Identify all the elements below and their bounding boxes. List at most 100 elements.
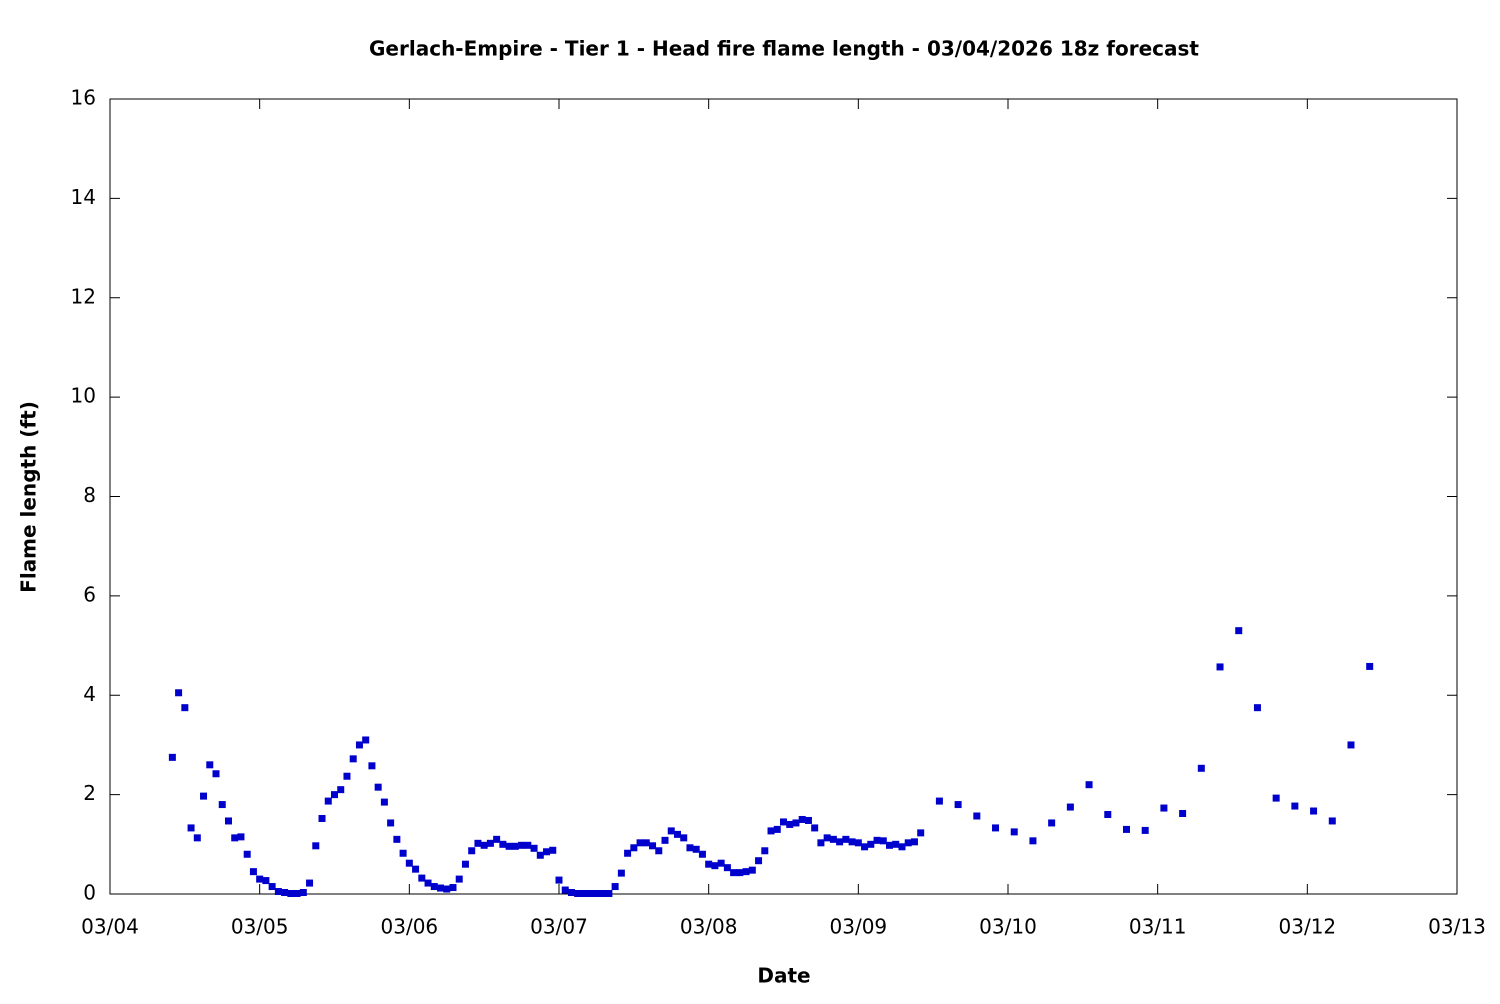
y-tick-label: 4: [83, 682, 96, 706]
point: [617, 869, 625, 877]
point: [873, 836, 881, 844]
point: [673, 830, 681, 838]
point: [848, 838, 856, 846]
point: [543, 848, 551, 856]
point: [281, 889, 289, 897]
point: [686, 844, 694, 852]
point: [892, 840, 900, 848]
point: [1328, 817, 1336, 825]
point: [193, 834, 201, 842]
point: [755, 857, 763, 865]
point: [723, 864, 731, 872]
point: [343, 772, 351, 780]
point: [935, 797, 943, 805]
point: [405, 859, 413, 867]
point: [480, 841, 488, 849]
y-tick-label: 10: [71, 384, 96, 408]
point: [804, 816, 812, 824]
point: [1179, 810, 1187, 818]
point: [387, 819, 395, 827]
point: [1235, 627, 1243, 635]
x-tick-label: 03/11: [1129, 915, 1187, 939]
point: [767, 827, 775, 835]
point: [567, 889, 575, 897]
point: [780, 818, 787, 826]
point: [449, 884, 457, 892]
point: [256, 875, 264, 883]
point: [430, 883, 438, 891]
point: [798, 815, 806, 823]
point: [393, 835, 401, 843]
point: [705, 860, 713, 868]
point: [455, 875, 463, 883]
x-tick-label: 03/09: [830, 915, 888, 939]
point: [842, 835, 850, 843]
point: [698, 850, 706, 858]
point: [243, 850, 251, 858]
y-tick-label: 12: [71, 284, 96, 308]
point: [331, 791, 338, 799]
point: [306, 879, 314, 887]
point: [605, 890, 613, 898]
point: [742, 868, 750, 876]
point: [468, 847, 476, 855]
y-tick-label: 16: [71, 86, 96, 110]
point: [586, 890, 594, 898]
point: [1216, 663, 1224, 671]
point: [380, 798, 388, 806]
point: [368, 762, 376, 770]
point: [437, 884, 445, 892]
point: [917, 829, 925, 837]
point: [692, 845, 700, 853]
point: [299, 889, 307, 897]
point: [1010, 828, 1018, 836]
point: [1197, 764, 1205, 772]
y-tick-label: 2: [83, 781, 96, 805]
point: [237, 833, 245, 841]
chart-title: Gerlach-Empire - Tier 1 - Head fire flam…: [369, 37, 1199, 61]
point: [861, 843, 869, 851]
point: [1366, 662, 1374, 670]
point: [443, 885, 451, 893]
point: [274, 888, 282, 896]
y-tick-label: 6: [83, 582, 96, 606]
point: [811, 824, 819, 832]
point: [175, 689, 183, 697]
point: [1253, 704, 1261, 712]
point: [318, 814, 326, 822]
point: [349, 755, 357, 763]
x-tick-label: 03/06: [381, 915, 439, 939]
point: [717, 859, 725, 867]
point: [680, 834, 688, 842]
point: [355, 741, 363, 749]
point: [599, 890, 607, 898]
point: [867, 840, 875, 848]
point: [786, 820, 794, 828]
point: [324, 797, 332, 805]
point: [836, 838, 844, 846]
point: [954, 801, 962, 809]
point: [636, 839, 644, 847]
point: [399, 849, 407, 857]
point: [1291, 802, 1299, 810]
point: [655, 847, 663, 855]
y-tick-label: 0: [83, 881, 96, 905]
point: [312, 842, 320, 850]
point: [711, 862, 719, 870]
point: [992, 824, 1000, 832]
point: [1310, 807, 1318, 815]
point: [1272, 794, 1280, 802]
point: [904, 839, 912, 847]
point: [667, 827, 675, 835]
point: [1066, 803, 1074, 811]
point: [524, 841, 532, 849]
x-tick-label: 03/05: [231, 915, 289, 939]
point: [249, 868, 257, 876]
point: [337, 786, 345, 794]
x-tick-label: 03/13: [1428, 915, 1486, 939]
point: [362, 736, 370, 744]
point: [649, 842, 657, 850]
point: [505, 842, 513, 850]
point: [486, 839, 494, 847]
